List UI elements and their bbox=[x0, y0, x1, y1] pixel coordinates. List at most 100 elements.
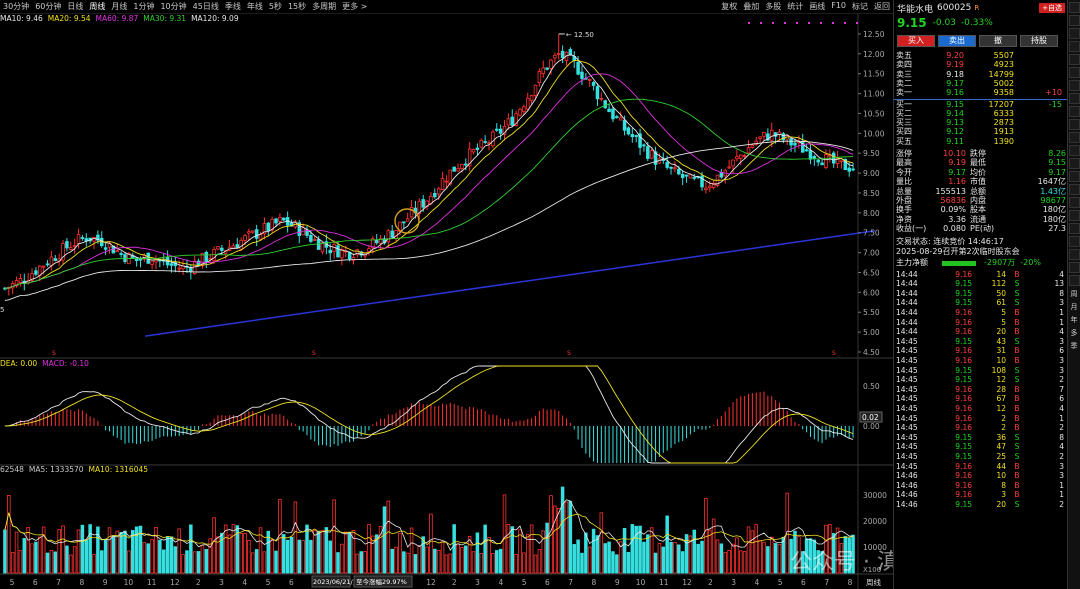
ma-line bbox=[4, 73, 854, 289]
buy-level: 买一 9.15 17207 -15 bbox=[894, 100, 1068, 109]
candle-body bbox=[835, 157, 840, 164]
volume-bar bbox=[421, 536, 425, 574]
orderbook-label: 买五 bbox=[896, 136, 912, 146]
tick-time: 14:45 bbox=[896, 365, 918, 375]
candle-body bbox=[65, 241, 69, 249]
volume-bar bbox=[324, 527, 329, 574]
sidebar-tool-icon[interactable] bbox=[1069, 210, 1080, 221]
orderbook-label: 卖三 bbox=[896, 69, 912, 79]
x-tick-label: 12 bbox=[170, 578, 180, 587]
period-tab[interactable]: 更多 > bbox=[342, 2, 368, 11]
volume-bar bbox=[545, 522, 549, 574]
period-tab[interactable]: 10分钟 bbox=[160, 2, 187, 11]
sidebar-tool-icon[interactable] bbox=[1069, 119, 1080, 130]
volume-bar bbox=[374, 534, 379, 574]
sidebar-tool-icon[interactable] bbox=[1069, 28, 1080, 39]
chart-tool-button[interactable]: 复权 bbox=[721, 2, 738, 11]
tick-count: 13 bbox=[1054, 279, 1064, 289]
period-tab[interactable]: 季线 bbox=[224, 2, 241, 11]
kline-chart[interactable]: 12.50 12.00 11.50 11.00 10.50 10.00 9.50 9.00 8.… bbox=[0, 14, 893, 589]
candle-body bbox=[134, 257, 139, 261]
chart-tool-button[interactable]: 返回 bbox=[874, 2, 890, 11]
sidebar-tool-icon[interactable] bbox=[1069, 67, 1080, 78]
sidebar-period-tab[interactable]: 季 bbox=[1070, 342, 1078, 350]
sidebar-tool-icon[interactable] bbox=[1069, 145, 1080, 156]
sidebar-tool-icon[interactable] bbox=[1069, 2, 1080, 13]
chart-tool-button[interactable]: F10 bbox=[831, 1, 846, 10]
sidebar-tool-icon[interactable] bbox=[1069, 236, 1080, 247]
sidebar-tool-icon[interactable] bbox=[1069, 158, 1080, 169]
cancel-button[interactable]: 撤 bbox=[979, 35, 1017, 47]
volume-bar bbox=[7, 495, 11, 574]
x-tick-label: 4 bbox=[242, 578, 247, 587]
sidebar-tool-icon[interactable] bbox=[1069, 54, 1080, 65]
orderbook-price: 9.14 bbox=[946, 108, 964, 118]
candle-body bbox=[316, 239, 321, 250]
volume-bar bbox=[115, 530, 120, 574]
chart-tool-button[interactable]: 叠加 bbox=[743, 2, 760, 11]
candle-body bbox=[18, 278, 23, 283]
period-tab[interactable]: 5秒 bbox=[268, 2, 282, 11]
sidebar-tool-icon[interactable] bbox=[1069, 171, 1080, 182]
period-tab[interactable]: 15秒 bbox=[287, 2, 307, 11]
candle-body bbox=[297, 222, 302, 236]
sidebar-tool-icon[interactable] bbox=[1069, 249, 1080, 260]
period-tab[interactable]: 月线 bbox=[111, 2, 128, 11]
sidebar-period-tab[interactable]: 月 bbox=[1070, 303, 1078, 311]
tick-side: S bbox=[1014, 288, 1020, 298]
period-tab[interactable]: 日线 bbox=[67, 2, 84, 11]
add-watchlist-button[interactable]: +自选 bbox=[1039, 3, 1065, 13]
tick-price: 9.16 bbox=[955, 413, 972, 423]
sidebar-tool-icon[interactable] bbox=[1069, 106, 1080, 117]
date-box bbox=[311, 575, 351, 588]
candle-body bbox=[742, 155, 747, 157]
candle-body bbox=[804, 149, 809, 152]
period-tab[interactable]: 周线 bbox=[89, 2, 106, 11]
candle-body bbox=[518, 109, 522, 116]
sidebar-period-tab[interactable]: 多 bbox=[1070, 329, 1078, 337]
quote-stat-row: 外盘 56836 内盘 98677 bbox=[894, 196, 1068, 205]
sidebar-tool-icon[interactable] bbox=[1069, 184, 1080, 195]
sidebar-tool-icon[interactable] bbox=[1069, 275, 1080, 286]
chart-tool-button[interactable]: 统计 bbox=[787, 2, 804, 11]
period-tab[interactable]: 45日线 bbox=[192, 2, 219, 11]
buy-button[interactable]: 买入 bbox=[897, 35, 935, 47]
sidebar-tool-icon[interactable] bbox=[1069, 80, 1080, 91]
sidebar-tool-icon[interactable] bbox=[1069, 15, 1080, 26]
volume-bar bbox=[266, 530, 271, 574]
sidebar-tool-icon[interactable] bbox=[1069, 41, 1080, 52]
volume-bar bbox=[173, 546, 178, 574]
sidebar-tool-icon[interactable] bbox=[1069, 223, 1080, 234]
sidebar-period-tab[interactable]: 年 bbox=[1070, 316, 1078, 324]
tick-side: S bbox=[1014, 298, 1020, 308]
x-tick-label: 7 bbox=[568, 578, 573, 587]
sidebar-tool-icon[interactable] bbox=[1069, 93, 1080, 104]
chart-tool-button[interactable]: 标记 bbox=[852, 2, 868, 11]
holdings-button[interactable]: 持股 bbox=[1020, 35, 1058, 47]
volume-bar bbox=[630, 524, 635, 574]
sidebar-tool-icon[interactable] bbox=[1069, 197, 1080, 208]
period-tab[interactable]: 30分钟 bbox=[3, 2, 30, 11]
tick-side: S bbox=[1014, 375, 1020, 385]
buy-level: 买三 9.13 2873 bbox=[894, 118, 1068, 127]
chart-tool-button[interactable]: 多股 bbox=[765, 2, 782, 11]
period-tab[interactable]: 年线 bbox=[246, 2, 263, 11]
period-tab[interactable]: 1分钟 bbox=[133, 2, 155, 11]
stat-label: 收益(一) bbox=[896, 224, 927, 234]
ma-legend-item: MA120: 9.09 bbox=[191, 14, 239, 23]
volume-bar bbox=[417, 545, 422, 574]
volume-bar bbox=[161, 549, 166, 574]
sell-button[interactable]: 卖出 bbox=[938, 35, 976, 47]
sidebar-tool-icon[interactable] bbox=[1069, 132, 1080, 143]
sidebar-tool-icon[interactable] bbox=[1069, 262, 1080, 273]
x-tick-label: 8 bbox=[592, 578, 597, 587]
tick-row: 14:45 9.16 12 B 4 bbox=[894, 404, 1068, 413]
sidebar-period-tab[interactable]: 周 bbox=[1070, 290, 1078, 298]
volume-bar bbox=[746, 526, 751, 574]
volume-bar bbox=[390, 548, 394, 574]
period-tab[interactable]: 60分钟 bbox=[35, 2, 62, 11]
candle-body bbox=[340, 249, 344, 259]
period-tab[interactable]: 多周期 bbox=[312, 2, 337, 11]
announcement-text[interactable]: 2025-08-29召开第2次临时股东会 bbox=[896, 246, 1020, 256]
chart-tool-button[interactable]: 画线 bbox=[809, 2, 826, 11]
